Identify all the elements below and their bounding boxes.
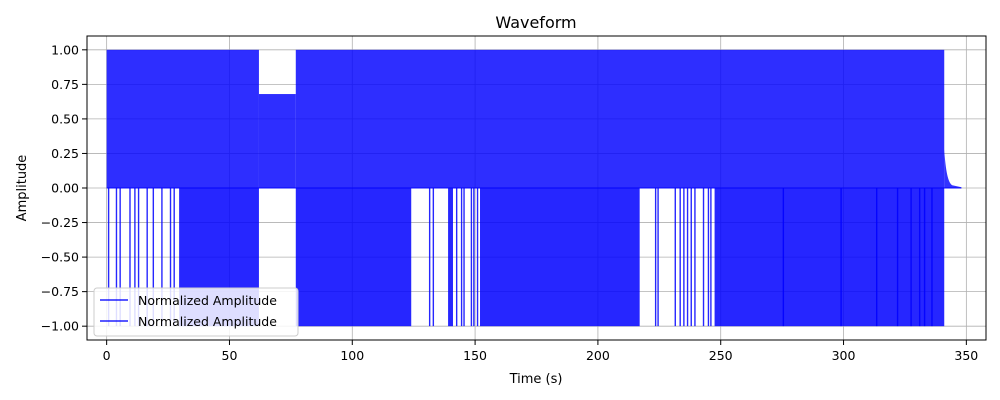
- y-tick-label: 0.00: [51, 181, 79, 196]
- waveform-upper-block: [106, 49, 259, 189]
- y-tick-label: 1.00: [51, 42, 79, 57]
- x-tick-label: 200: [586, 348, 610, 363]
- legend: Normalized Amplitude Normalized Amplitud…: [93, 287, 299, 337]
- waveform-upper-block: [295, 49, 945, 189]
- x-tick-label: 100: [340, 348, 364, 363]
- waveform-lower-block: [448, 188, 453, 327]
- x-tick-label: 350: [954, 348, 978, 363]
- y-tick-label: 0.50: [51, 111, 79, 126]
- x-axis-ticks: 0 50 100 150 200 250 300 350: [103, 340, 978, 363]
- waveform-lower-block: [714, 188, 945, 327]
- y-tick-label: −0.50: [41, 250, 79, 265]
- x-tick-label: 300: [832, 348, 856, 363]
- y-tick-label: −0.25: [41, 215, 79, 230]
- x-axis-label: Time (s): [509, 372, 563, 387]
- y-tick-label: 0.25: [51, 146, 79, 161]
- y-tick-label: −0.75: [41, 284, 79, 299]
- legend-entry-1: Normalized Amplitude: [138, 293, 277, 308]
- legend-box: [93, 287, 299, 337]
- plot-area: [106, 49, 962, 327]
- x-tick-label: 50: [222, 348, 238, 363]
- waveform-lower-block: [480, 188, 640, 327]
- y-tick-label: 0.75: [51, 77, 79, 92]
- x-tick-label: 150: [463, 348, 487, 363]
- waveform-upper-block: [258, 94, 296, 188]
- x-tick-label: 250: [709, 348, 733, 363]
- y-axis-label: Amplitude: [15, 155, 30, 222]
- x-tick-label: 0: [103, 348, 111, 363]
- chart-title: Waveform: [495, 13, 576, 32]
- y-tick-label: −1.00: [41, 319, 79, 334]
- waveform-tail: [944, 149, 962, 188]
- waveform-lower-block: [295, 188, 412, 327]
- legend-entry-2: Normalized Amplitude: [138, 314, 277, 329]
- y-axis-ticks: −1.00 −0.75 −0.50 −0.25 0.00 0.25 0.50 0.75 1.00: [41, 42, 87, 334]
